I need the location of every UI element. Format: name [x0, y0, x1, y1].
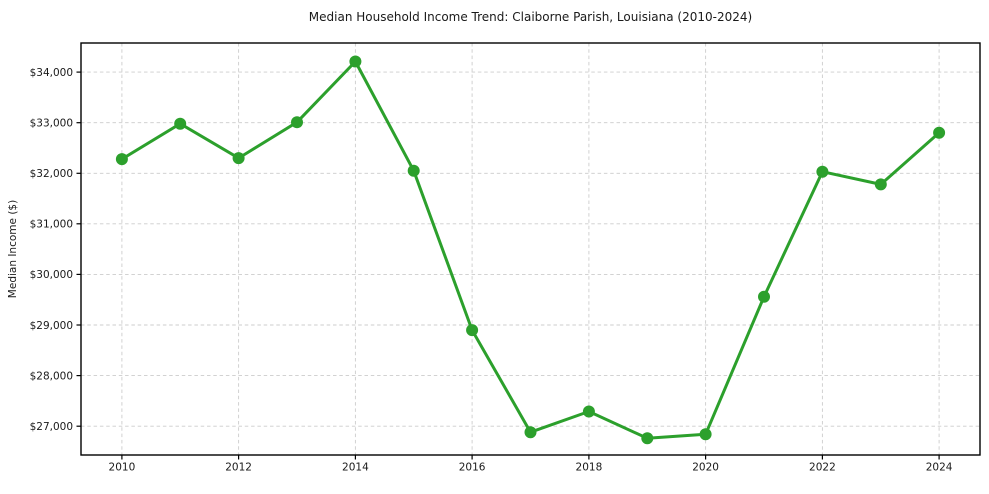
- y-tick-label: $32,000: [30, 168, 73, 180]
- x-tick-label: 2012: [225, 462, 252, 474]
- trend-line: [120, 60, 941, 440]
- x-tick-label: 2022: [809, 462, 836, 474]
- data-point-2021: [758, 290, 770, 303]
- x-tick-label: 2010: [109, 462, 136, 474]
- chart-title: Median Household Income Trend: Claiborne…: [309, 10, 752, 24]
- data-point-2012: [232, 152, 245, 165]
- plot-border: [80, 42, 981, 456]
- grid-layer: [81, 43, 980, 455]
- data-point-2024: [933, 126, 946, 139]
- y-tick-label: $28,000: [30, 370, 73, 382]
- data-point-2010: [115, 153, 128, 166]
- y-tick-label: $27,000: [30, 421, 73, 433]
- y-tick-label: $33,000: [30, 118, 73, 130]
- axes-layer: 2010 2012 2014 2016 2018 2020 2022 2024 $27,000 $…: [30, 42, 981, 474]
- data-point-2022: [816, 165, 829, 178]
- x-tick-label: 2024: [926, 462, 953, 474]
- y-tick-label: $31,000: [30, 219, 73, 231]
- data-point-2018: [582, 405, 595, 418]
- data-point-2016: [466, 324, 479, 337]
- data-point-2020: [699, 428, 712, 441]
- data-point-2013: [291, 116, 303, 129]
- y-tick-label: $34,000: [30, 67, 73, 79]
- data-point-2011: [174, 117, 187, 130]
- x-tick-label: 2020: [692, 462, 719, 474]
- x-tick-label: 2018: [576, 462, 603, 474]
- data-point-2019: [641, 432, 654, 445]
- series-layer: [115, 55, 946, 445]
- y-axis-label: Median Income ($): [7, 200, 19, 298]
- y-tick-label: $30,000: [30, 269, 73, 281]
- x-tick-label: 2016: [459, 462, 486, 474]
- y-tick-label: $29,000: [30, 320, 73, 332]
- x-tick-label: 2014: [342, 462, 369, 474]
- data-point-2023: [874, 178, 887, 191]
- data-point-2015: [407, 164, 420, 177]
- data-point-2017: [524, 426, 537, 439]
- data-point-2014: [349, 55, 362, 68]
